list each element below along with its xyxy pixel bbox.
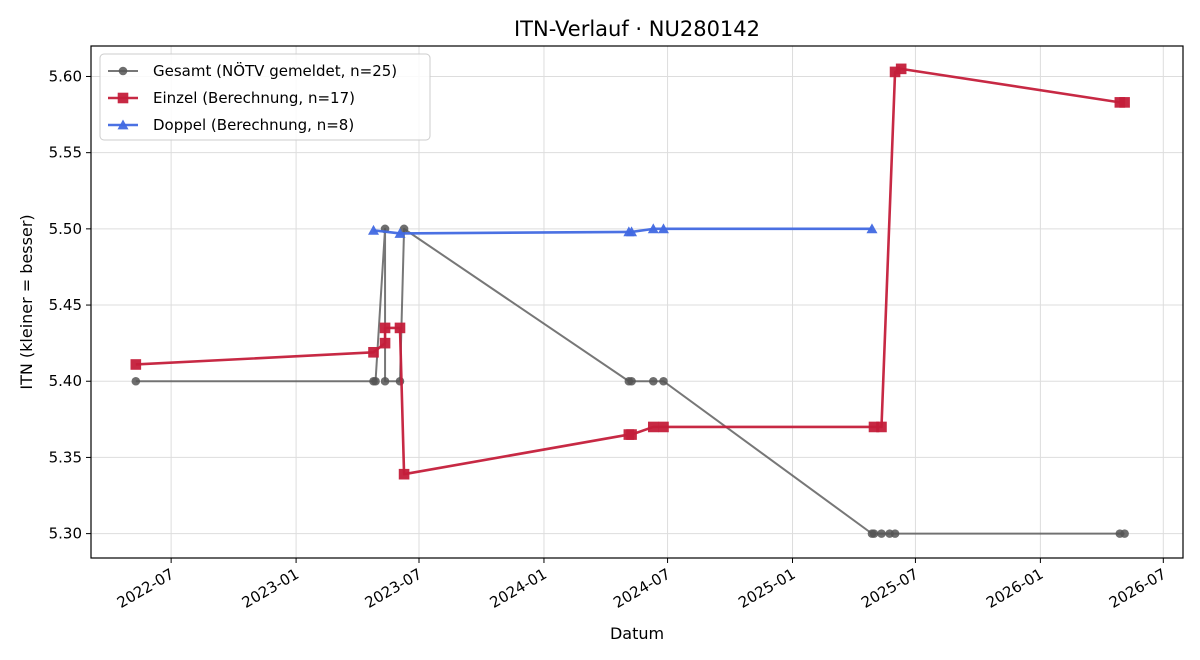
data-point-doppel <box>394 227 406 238</box>
y-tick-label: 5.60 <box>49 67 82 85</box>
legend-marker-einzel <box>117 92 129 104</box>
data-point-gesamt <box>371 376 380 386</box>
data-point-gesamt <box>627 376 636 386</box>
data-point-einzel <box>394 322 406 334</box>
y-tick-label: 5.55 <box>49 144 82 162</box>
data-point-gesamt <box>869 529 879 538</box>
data-point-gesamt <box>131 376 141 386</box>
legend-label-einzel: Einzel (Berechnung, n=17) <box>153 89 355 107</box>
data-point-einzel <box>379 337 391 349</box>
series-doppel <box>368 223 878 238</box>
data-point-gesamt <box>877 529 886 538</box>
series-gesamt <box>131 224 1129 538</box>
data-point-gesamt <box>1120 529 1129 538</box>
data-point-einzel <box>626 429 637 440</box>
data-point-gesamt <box>380 376 390 386</box>
data-point-doppel <box>647 223 659 234</box>
y-tick-label: 5.30 <box>49 525 82 543</box>
y-axis-label: ITN (kleiner = besser) <box>17 214 36 389</box>
legend-marker-gesamt <box>118 66 128 76</box>
data-point-doppel <box>866 223 878 234</box>
data-point-gesamt <box>399 224 409 234</box>
data-point-einzel <box>658 421 669 433</box>
data-point-einzel <box>868 421 880 433</box>
data-point-einzel <box>379 322 391 334</box>
legend-marker-doppel <box>117 119 129 130</box>
data-point-gesamt <box>659 376 668 386</box>
series-einzel <box>130 63 1130 480</box>
data-point-doppel <box>626 226 638 237</box>
legend: Gesamt (NÖTV gemeldet, n=25) Einzel (Bere… <box>99 53 431 141</box>
data-point-gesamt <box>890 529 900 538</box>
legend-box <box>99 53 431 141</box>
legend-label-doppel: Doppel (Berechnung, n=8) <box>153 116 354 134</box>
data-point-einzel <box>876 421 887 433</box>
y-tick-label: 5.35 <box>49 448 82 466</box>
y-tick-label: 5.50 <box>49 220 82 238</box>
data-point-doppel <box>657 223 669 234</box>
x-axis-label: Datum <box>610 624 664 643</box>
data-point-doppel <box>368 224 380 235</box>
y-tick-label: 5.40 <box>49 372 82 390</box>
data-point-einzel <box>889 66 901 78</box>
data-point-gesamt <box>395 376 405 386</box>
series-layer <box>130 63 1130 538</box>
data-point-einzel <box>647 421 659 433</box>
data-point-einzel <box>1119 97 1130 108</box>
legend-label-gesamt: Gesamt (NÖTV gemeldet, n=25) <box>153 61 397 80</box>
data-point-einzel <box>368 346 379 358</box>
data-point-einzel <box>130 359 142 370</box>
plot-frame <box>90 45 1184 559</box>
data-point-einzel <box>398 468 410 480</box>
data-point-gesamt <box>648 376 658 386</box>
y-tick-label: 5.45 <box>49 296 82 314</box>
chart-title: ITN-Verlauf · NU280142 <box>514 17 760 41</box>
data-point-einzel <box>895 63 907 75</box>
